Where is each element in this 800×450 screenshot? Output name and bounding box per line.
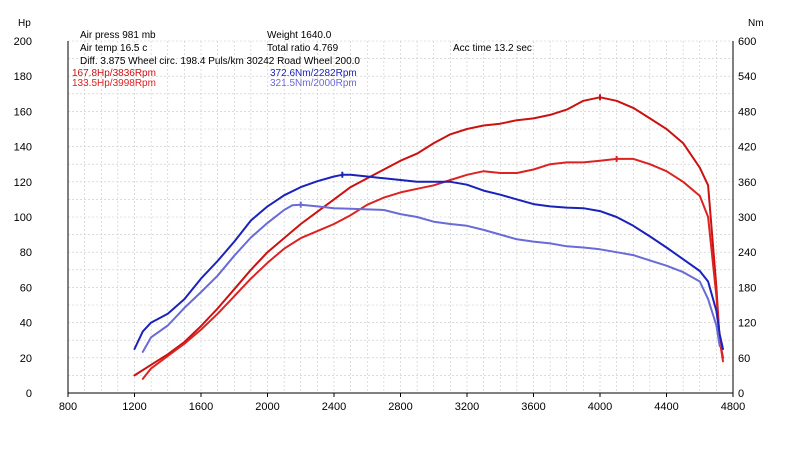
air-press-info: Air press 981 mb [80,30,156,41]
x-tick-label: 2400 [322,401,346,413]
y-right-tick-label: 360 [738,177,756,189]
acc-time-info: Acc time 13.2 sec [453,43,532,54]
axes [67,41,734,397]
right-axis-unit: Nm [748,18,764,29]
y-right-tick-label: 60 [738,353,750,365]
x-tick-label: 3600 [521,401,545,413]
left-axis-unit: Hp [18,18,31,29]
y-right-tick-label: 120 [738,318,756,330]
x-tick-label: 4800 [721,401,745,413]
air-temp-info: Air temp 16.5 c [80,43,147,54]
y-left-tick-label: 140 [14,142,32,154]
x-tick-label: 4000 [588,401,612,413]
y-right-tick-label: 420 [738,142,756,154]
y-left-tick-label: 80 [20,247,32,259]
x-tick-label: 4400 [654,401,678,413]
power-curve-2 [141,157,724,380]
y-right-tick-label: 480 [738,106,756,118]
y-left-tick-label: 200 [14,36,32,48]
y-left-tick-label: 60 [20,282,32,294]
legend-torque-2: 321.5Nm/2000Rpm [270,78,357,89]
y-right-tick-label: 180 [738,282,756,294]
diff-info: Diff. 3.875 Wheel circ. 198.4 Puls/km 30… [80,56,360,67]
weight-info: Weight 1640.0 [267,30,332,41]
y-left-tick-label: 0 [26,388,32,400]
tick-labels: 800 1200 1600 2000 2400 2800 3200 3600 4000 4400 4… [14,36,757,413]
x-tick-label: 1200 [122,401,146,413]
legend-power-2: 133.5Hp/3998Rpm [72,78,156,89]
power-curve-1 [133,96,724,377]
torque-curve-2 [141,203,721,353]
y-left-tick-label: 20 [20,353,32,365]
legend-torque-1: 372.6Nm/2282Rpm [270,68,357,79]
y-left-tick-label: 180 [14,71,32,83]
y-right-tick-label: 0 [738,388,744,400]
torque-curve-1 [133,173,724,350]
x-tick-label: 3200 [455,401,479,413]
x-tick-label: 800 [59,401,77,413]
total-ratio-info: Total ratio 4.769 [267,43,339,54]
grid [67,40,734,394]
y-right-tick-label: 540 [738,71,756,83]
x-tick-label: 2000 [255,401,279,413]
y-left-tick-label: 100 [14,212,32,224]
y-right-tick-label: 240 [738,247,756,259]
x-tick-label: 2800 [388,401,412,413]
y-left-tick-label: 40 [20,318,32,330]
legend-power-1: 167.8Hp/3836Rpm [72,68,156,79]
y-left-tick-label: 120 [14,177,32,189]
x-tick-label: 1600 [189,401,213,413]
y-right-tick-label: 300 [738,212,756,224]
y-left-tick-label: 160 [14,106,32,118]
curves [133,94,724,380]
y-right-tick-label: 600 [738,36,756,48]
